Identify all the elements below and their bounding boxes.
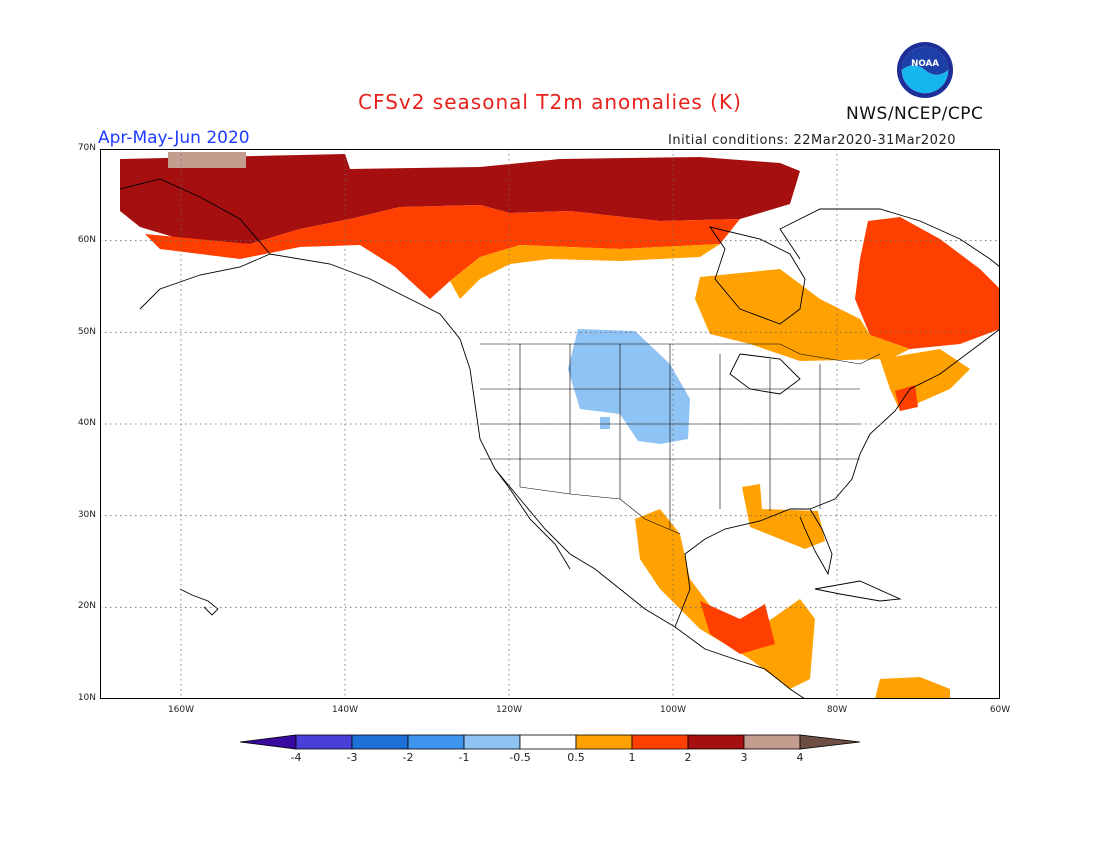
lon-label-80w: 80W bbox=[826, 705, 848, 715]
legend-swatch-5 bbox=[519, 734, 577, 750]
legend-swatch-7 bbox=[631, 734, 689, 750]
anomaly-region-orange-caribbean bbox=[875, 677, 950, 699]
anomaly-region-dark-red bbox=[120, 154, 800, 244]
legend-tick-label: -1 bbox=[458, 751, 470, 764]
legend-tick-label: 2 bbox=[684, 751, 692, 764]
agency-label: NWS/NCEP/CPC bbox=[846, 104, 984, 124]
legend-swatch-6 bbox=[575, 734, 633, 750]
map-title: CFSv2 seasonal T2m anomalies (K) bbox=[358, 90, 742, 114]
legend-tick-label: 4 bbox=[796, 751, 804, 764]
graticule bbox=[100, 149, 1000, 699]
legend-tick-label: 3 bbox=[740, 751, 748, 764]
coastline-great-lakes bbox=[729, 353, 801, 395]
lon-label-120w: 120W bbox=[495, 705, 523, 715]
anomaly-shading bbox=[120, 152, 1000, 699]
lat-label-20n: 20N bbox=[77, 601, 96, 611]
anomaly-region-orange-ontario bbox=[695, 269, 910, 361]
lat-label-30n: 30N bbox=[77, 510, 96, 520]
noaa-logo-icon: NOAA bbox=[896, 41, 954, 99]
lat-label-40n: 40N bbox=[77, 418, 96, 428]
anomaly-region-blue-small bbox=[600, 417, 610, 429]
lat-label-60n: 60N bbox=[77, 235, 96, 245]
legend-swatch-8 bbox=[687, 734, 745, 750]
legend-tick-label: -0.5 bbox=[509, 751, 531, 764]
lon-label-140w: 140W bbox=[331, 705, 359, 715]
legend-tick-label: -3 bbox=[346, 751, 358, 764]
lat-label-50n: 50N bbox=[77, 327, 96, 337]
coastline-baja bbox=[494, 468, 571, 570]
coastline-hawaii bbox=[179, 588, 219, 616]
legend-swatch-arrow-low bbox=[239, 734, 297, 750]
anomaly-region-brown bbox=[168, 152, 246, 168]
legend-swatch-3 bbox=[407, 734, 465, 750]
legend-tick-label: -2 bbox=[402, 751, 414, 764]
anomaly-region-orange-north bbox=[450, 244, 720, 299]
anomaly-region-blue-plains bbox=[568, 329, 690, 444]
legend-tick-label: 0.5 bbox=[567, 751, 585, 764]
legend-boxes bbox=[239, 734, 861, 750]
lon-label-100w: 100W bbox=[659, 705, 687, 715]
lat-label-70n: 70N bbox=[77, 143, 96, 153]
coastline-north-america bbox=[119, 178, 1000, 699]
anomaly-region-red-ne-coast bbox=[895, 385, 918, 411]
lat-label-10n: 10N bbox=[77, 693, 96, 703]
legend-swatch-1 bbox=[295, 734, 353, 750]
anomaly-region-red-quebec bbox=[855, 217, 1000, 349]
color-legend bbox=[239, 734, 861, 750]
legend-swatch-arrow-high bbox=[799, 734, 861, 750]
anomaly-map bbox=[100, 149, 1000, 699]
coastline-cuba bbox=[814, 580, 902, 602]
legend-swatch-2 bbox=[351, 734, 409, 750]
coastlines bbox=[119, 178, 1000, 699]
legend-swatch-4 bbox=[463, 734, 521, 750]
legend-tick-label: -4 bbox=[290, 751, 302, 764]
legend-swatch-9 bbox=[743, 734, 801, 750]
lon-label-60w: 60W bbox=[989, 705, 1011, 715]
logo-text: NOAA bbox=[911, 59, 939, 69]
forecast-period: Apr-May-Jun 2020 bbox=[98, 128, 250, 148]
coastline-hudson-bay bbox=[708, 226, 806, 325]
initial-conditions: Initial conditions: 22Mar2020-31Mar2020 bbox=[668, 133, 956, 148]
state-borders bbox=[480, 343, 881, 535]
anomaly-region-red-ne bbox=[145, 205, 740, 299]
us-canada-border bbox=[480, 343, 881, 365]
anomaly-region-red-yucatan bbox=[700, 601, 775, 654]
anomaly-region-orange-florida bbox=[742, 484, 825, 549]
legend-tick-label: 1 bbox=[628, 751, 636, 764]
lon-label-160w: 160W bbox=[167, 705, 195, 715]
